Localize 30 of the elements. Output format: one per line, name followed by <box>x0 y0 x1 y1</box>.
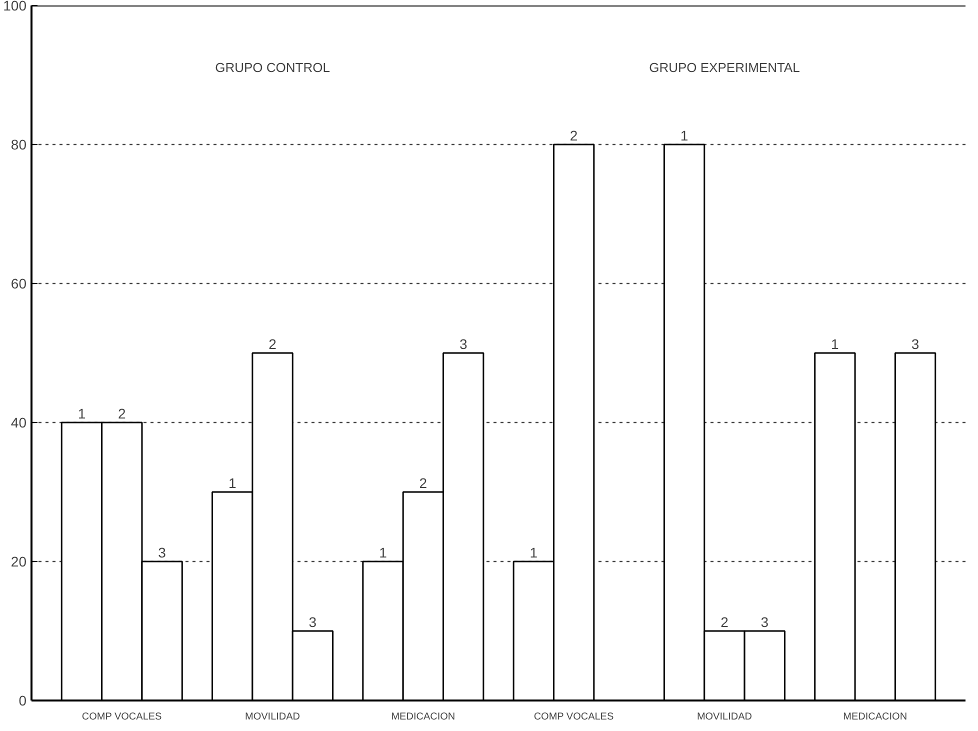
series-label: 2 <box>118 406 126 422</box>
annotation: GRUPO EXPERIMENTAL <box>649 60 800 75</box>
text: 1 <box>831 336 839 352</box>
y-tick-label: 40 <box>10 414 27 430</box>
text: 1 <box>530 544 538 560</box>
text: 1 <box>379 544 387 560</box>
text: 2 <box>570 128 578 144</box>
x-tick-label: MEDICACION <box>843 712 908 722</box>
y-tick-label: 0 <box>18 692 27 708</box>
y-tick-label: 100 <box>3 0 27 14</box>
text: 1 <box>680 128 688 144</box>
x-tick-label: COMP VOCALES <box>534 712 614 722</box>
x-tick-label: MOVILIDAD <box>696 712 752 722</box>
annotation: GRUPO CONTROL <box>215 60 330 75</box>
x-tick-label: MEDICACION <box>391 712 456 722</box>
text: 2 <box>419 475 428 491</box>
series-label: 3 <box>158 544 166 560</box>
text: 3 <box>911 336 920 352</box>
text: 1 <box>228 475 236 491</box>
text: 2 <box>268 336 276 352</box>
text: 3 <box>459 336 468 352</box>
text: 2 <box>720 614 728 630</box>
y-tick-label: 80 <box>10 136 27 152</box>
x-tick-label: COMP VOCALES <box>82 712 162 722</box>
series-label: 1 <box>78 406 86 422</box>
y-tick-label: 60 <box>10 276 27 292</box>
text: 3 <box>308 614 317 630</box>
text: 3 <box>760 614 769 630</box>
x-tick-label: MOVILIDAD <box>245 712 300 722</box>
y-tick-label: 20 <box>10 554 27 570</box>
